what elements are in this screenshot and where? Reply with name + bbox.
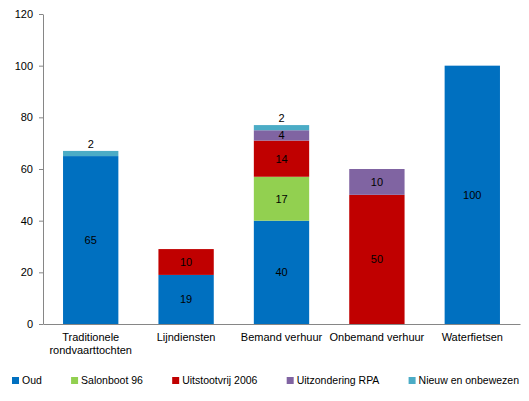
data-label: 50 (371, 253, 383, 265)
bar-segment (349, 169, 404, 195)
chart: 6519401001710145041022020406080100120Tra… (0, 0, 529, 401)
y-tick-mark (39, 117, 43, 118)
x-tick: Traditionelerondvaarttochten (49, 331, 132, 356)
data-label: 17 (275, 193, 287, 205)
data-label: 40 (275, 266, 287, 278)
y-tick-label: 120 (15, 8, 33, 20)
legend-item: Uitzondering RPA (287, 374, 380, 386)
y-tick: 0 (27, 318, 43, 330)
bar-segment (254, 141, 309, 177)
x-tick-label-line: Traditionele (62, 331, 119, 343)
y-tick: 40 (21, 215, 43, 227)
legend-swatch (409, 377, 416, 384)
data-label: 10 (371, 176, 383, 188)
legend-label: Uitzondering RPA (297, 374, 380, 386)
legend-item: Salonboot 96 (71, 374, 143, 386)
legend-label: Nieuw en onbewezen (419, 374, 520, 386)
y-tick-label: 0 (27, 318, 33, 330)
data-label: 14 (275, 153, 287, 165)
y-tick: 60 (21, 163, 43, 175)
x-axis-line (44, 324, 521, 325)
y-tick-mark (39, 272, 43, 273)
y-axis: 0 20 40 60 80 100 120 (15, 8, 44, 330)
x-tick: Waterfietsen (442, 331, 503, 343)
data-label: 19 (180, 293, 192, 305)
bar-segment (445, 66, 500, 324)
legend-swatch (287, 377, 294, 384)
legend-label: Uitstootvrij 2006 (182, 374, 257, 386)
x-tick-label: Bemand verhuur (241, 331, 323, 343)
bar-segment (63, 156, 118, 324)
legend-swatch (12, 377, 19, 384)
bar-segment (158, 275, 213, 324)
bar-segment (254, 177, 309, 221)
y-tick: 100 (15, 60, 43, 72)
bar-segment (63, 151, 118, 156)
y-tick-mark (39, 14, 43, 15)
bar-segment (349, 195, 404, 324)
x-tick: Lijndiensten (157, 331, 216, 343)
data-label: 100 (463, 189, 481, 201)
legend: Oud Salonboot 96 Uitstootvrij 2006 Uitzonde… (12, 374, 519, 386)
y-tick: 20 (21, 266, 43, 278)
x-tick-label: Onbemand verhuur (330, 331, 425, 343)
y-tick-label: 40 (21, 215, 33, 227)
x-tick-label: Lijndiensten (157, 331, 216, 343)
y-tick-label: 20 (21, 266, 33, 278)
x-tick: Onbemand verhuur (330, 331, 425, 343)
y-tick: 120 (15, 8, 43, 20)
y-tick-label: 60 (21, 163, 33, 175)
legend-swatch (172, 377, 179, 384)
x-axis: Traditionelerondvaarttochten Lijndiensten… (44, 325, 521, 357)
legend-item: Uitstootvrij 2006 (172, 374, 257, 386)
legend-item: Oud (12, 374, 42, 386)
legend-label: Salonboot 96 (81, 374, 143, 386)
data-label: 2 (278, 112, 284, 124)
x-tick: Bemand verhuur (241, 331, 323, 343)
legend-swatch (71, 377, 78, 384)
legend-label: Oud (22, 374, 42, 386)
bar-segment (254, 221, 309, 324)
x-tick-label: Traditionelerondvaarttochten (49, 331, 132, 356)
y-tick-mark (39, 66, 43, 67)
data-label: 10 (180, 256, 192, 268)
bar-segment (254, 130, 309, 140)
data-labels: 65 19 40 100 17 10 14 50 4 10 2 2 (85, 112, 482, 305)
legend-item: Nieuw en onbewezen (409, 374, 520, 386)
bars (63, 66, 500, 324)
x-tick-label-line: rondvaarttochten (49, 344, 132, 356)
y-tick-mark (39, 169, 43, 170)
y-tick-label: 100 (15, 60, 33, 72)
data-label: 4 (278, 129, 284, 141)
data-label: 2 (88, 138, 94, 150)
data-label: 65 (85, 234, 97, 246)
x-tick-label: Waterfietsen (442, 331, 503, 343)
y-axis-line (43, 15, 44, 325)
y-tick-mark (39, 221, 43, 222)
bar-segment (158, 249, 213, 275)
y-tick-mark (39, 324, 43, 325)
y-tick: 80 (21, 111, 43, 123)
y-tick-label: 80 (21, 111, 33, 123)
